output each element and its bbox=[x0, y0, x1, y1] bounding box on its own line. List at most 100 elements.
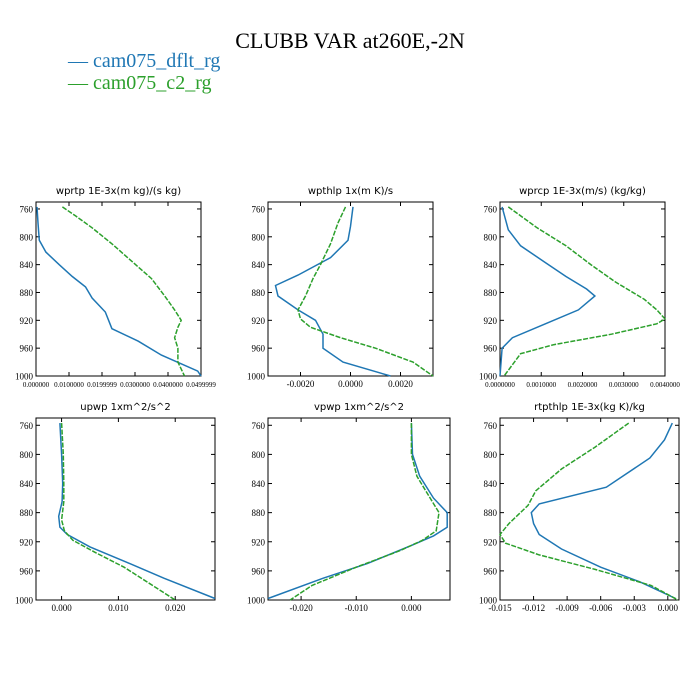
x-tick-label: 0.000 bbox=[51, 603, 72, 613]
x-tick-label: 0.0199999 bbox=[87, 381, 117, 389]
y-tick-label: 760 bbox=[484, 204, 498, 214]
legend: — cam075_dflt_rg — cam075_c2_rg bbox=[68, 50, 220, 94]
x-tick-label: -0.015 bbox=[488, 603, 512, 613]
series-line-c2 bbox=[60, 423, 176, 601]
legend-label-dflt: cam075_dflt_rg bbox=[93, 50, 221, 72]
y-tick-label: 800 bbox=[252, 450, 266, 460]
chart-panel: upwp 1xm^2/s^2 760 800 840 880 920 960 1000 0.00… bbox=[15, 402, 216, 613]
y-tick-label: 960 bbox=[484, 566, 498, 576]
y-tick-label: 920 bbox=[252, 537, 266, 547]
y-tick-label: 760 bbox=[484, 421, 498, 431]
y-tick-label: 840 bbox=[252, 260, 266, 270]
plot-frame bbox=[35, 417, 216, 601]
series-line-dflt bbox=[530, 422, 676, 600]
x-tick-label: -0.009 bbox=[556, 603, 580, 613]
panel-title: wprtp 1E-3x(m kg)/(s kg) bbox=[56, 186, 181, 197]
chart-panel: wprtp 1E-3x(m kg)/(s kg) 760 800 840 880 920 9… bbox=[15, 186, 216, 389]
chart-panel: vpwp 1xm^2/s^2 760 800 840 880 920 960 1000 -0.0… bbox=[247, 402, 451, 613]
y-tick-label: 1000 bbox=[479, 596, 498, 606]
y-tick-label: 960 bbox=[252, 344, 266, 354]
panel-title: upwp 1xm^2/s^2 bbox=[80, 402, 170, 413]
x-tick-label: 0.0000000 bbox=[485, 381, 515, 389]
x-tick-label: -0.012 bbox=[522, 603, 545, 613]
plot-frame bbox=[499, 201, 666, 377]
chart-panel: wpthlp 1x(m K)/s 760 800 840 880 920 960 1000 -0… bbox=[247, 186, 434, 389]
legend-item-c2: — cam075_c2_rg bbox=[68, 72, 220, 94]
y-tick-label: 1000 bbox=[15, 372, 34, 382]
series-line-dflt bbox=[267, 423, 448, 600]
x-tick-label: 0.010 bbox=[108, 603, 129, 613]
x-tick-label: 0.0040000 bbox=[650, 381, 680, 389]
x-tick-label: 0.0100000 bbox=[54, 381, 84, 389]
x-tick-label: 0.0499999 bbox=[186, 381, 216, 389]
y-tick-label: 960 bbox=[20, 344, 34, 354]
figure-title: CLUBB VAR at260E,-2N bbox=[235, 28, 465, 53]
y-tick-label: 840 bbox=[484, 260, 498, 270]
x-tick-label: -0.0020 bbox=[287, 379, 315, 389]
y-tick-label: 800 bbox=[20, 450, 34, 460]
x-tick-label: 0.0400000 bbox=[153, 381, 183, 389]
y-tick-label: 1000 bbox=[479, 372, 498, 382]
y-tick-label: 880 bbox=[252, 508, 266, 518]
legend-item-dflt: — cam075_dflt_rg bbox=[68, 50, 220, 72]
y-tick-label: 840 bbox=[20, 479, 34, 489]
x-tick-label: 0.020 bbox=[165, 603, 186, 613]
chart-panel: rtpthlp 1E-3x(kg K)/kg 760 800 840 880 920 960… bbox=[479, 402, 680, 613]
y-tick-label: 800 bbox=[252, 232, 266, 242]
series-line-dflt bbox=[57, 423, 216, 600]
x-tick-label: -0.020 bbox=[289, 603, 313, 613]
y-tick-label: 920 bbox=[20, 316, 34, 326]
x-tick-label: 0.0030000 bbox=[609, 381, 639, 389]
chart-panel: wprcp 1E-3x(m/s) (kg/kg) 760 800 840 880 920 9… bbox=[479, 186, 680, 389]
y-tick-label: 760 bbox=[252, 421, 266, 431]
y-tick-label: 800 bbox=[20, 232, 34, 242]
y-tick-label: 880 bbox=[252, 288, 266, 298]
y-tick-label: 920 bbox=[484, 537, 498, 547]
x-tick-label: 0.0010000 bbox=[526, 381, 556, 389]
x-tick-label: 0.0020 bbox=[388, 379, 413, 389]
y-tick-label: 1000 bbox=[247, 372, 266, 382]
series-line-c2 bbox=[297, 206, 434, 377]
y-tick-label: 880 bbox=[484, 288, 498, 298]
x-tick-label: -0.003 bbox=[623, 603, 647, 613]
y-tick-label: 960 bbox=[20, 566, 34, 576]
x-tick-label: 0.000 bbox=[658, 603, 679, 613]
y-tick-label: 800 bbox=[484, 450, 498, 460]
panel-title: wpthlp 1x(m K)/s bbox=[308, 186, 393, 197]
y-tick-label: 760 bbox=[20, 204, 34, 214]
x-tick-label: 0.000 bbox=[401, 603, 422, 613]
panel-title: wprcp 1E-3x(m/s) (kg/kg) bbox=[519, 186, 646, 197]
y-tick-label: 880 bbox=[484, 508, 498, 518]
y-tick-label: 880 bbox=[20, 288, 34, 298]
x-tick-label: 0.000000 bbox=[23, 381, 50, 389]
y-tick-label: 840 bbox=[20, 260, 34, 270]
series-line-c2 bbox=[289, 423, 440, 601]
series-line-c2 bbox=[503, 206, 667, 377]
y-tick-label: 800 bbox=[484, 232, 498, 242]
y-tick-label: 920 bbox=[252, 316, 266, 326]
y-tick-label: 760 bbox=[20, 421, 34, 431]
y-tick-label: 920 bbox=[484, 316, 498, 326]
y-tick-label: 1000 bbox=[15, 596, 34, 606]
plot-frame bbox=[35, 201, 202, 377]
x-tick-label: -0.006 bbox=[589, 603, 613, 613]
x-tick-label: 0.0000 bbox=[338, 379, 363, 389]
y-tick-label: 880 bbox=[20, 508, 34, 518]
series-line-dflt bbox=[36, 206, 202, 377]
series-line-c2 bbox=[61, 206, 186, 377]
panel-title: vpwp 1xm^2/s^2 bbox=[314, 402, 404, 413]
y-tick-label: 960 bbox=[252, 566, 266, 576]
legend-label-c2: cam075_c2_rg bbox=[93, 72, 212, 94]
series-line-dflt bbox=[274, 206, 391, 377]
y-tick-label: 960 bbox=[484, 344, 498, 354]
x-tick-label: 0.0020000 bbox=[568, 381, 598, 389]
y-tick-label: 840 bbox=[252, 479, 266, 489]
panel-title: rtpthlp 1E-3x(kg K)/kg bbox=[534, 402, 645, 413]
plot-frame bbox=[499, 417, 680, 601]
y-tick-label: 760 bbox=[252, 204, 266, 214]
x-tick-label: -0.010 bbox=[345, 603, 369, 613]
plot-frame bbox=[267, 417, 451, 601]
y-tick-label: 1000 bbox=[247, 596, 266, 606]
